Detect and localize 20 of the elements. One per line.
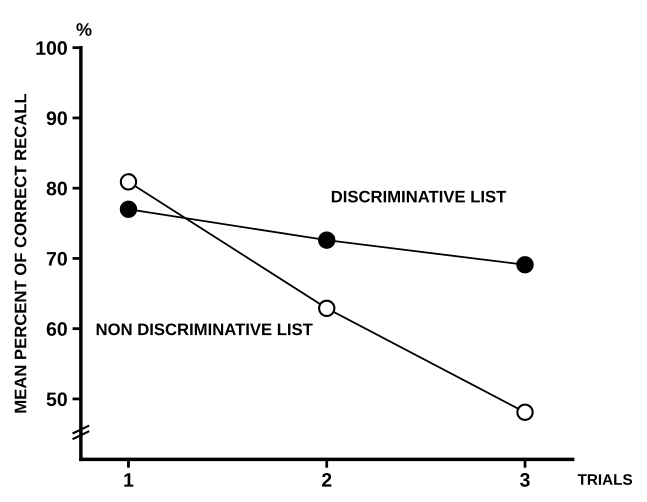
y-tick-label: 100 <box>36 41 67 55</box>
point <box>516 256 534 274</box>
y-tick-label: 50 <box>46 392 67 406</box>
y-axis-title: MEAN PERCENT OF CORRECT RECALL <box>14 94 26 413</box>
series-label: DISCRIMINATIVE LIST <box>332 190 506 202</box>
point <box>120 173 138 191</box>
point <box>516 404 534 421</box>
series-label: NON DISCRIMINATIVE LIST <box>96 323 313 336</box>
y-tick-label: 90 <box>46 111 67 126</box>
y-tick-label: 80 <box>46 182 67 196</box>
text: % <box>76 23 92 36</box>
x-tick-label: 3 <box>520 473 530 487</box>
x-tick-label: 2 <box>322 473 332 487</box>
point <box>318 300 336 317</box>
y-tick-label: 70 <box>46 252 67 266</box>
point <box>120 200 138 218</box>
x-axis-title: TRIALS <box>578 474 632 485</box>
point <box>318 231 336 249</box>
x-tick-label: 1 <box>124 473 134 487</box>
y-tick-label: 60 <box>46 322 67 336</box>
